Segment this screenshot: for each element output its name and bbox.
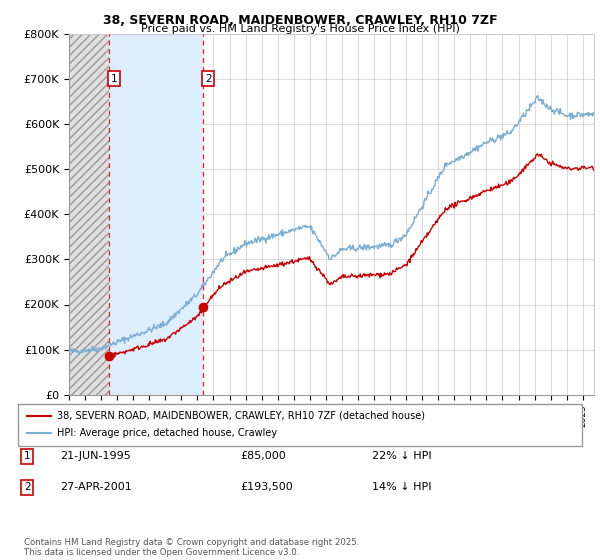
Text: HPI: Average price, detached house, Crawley: HPI: Average price, detached house, Craw… [57, 428, 277, 438]
Text: £193,500: £193,500 [240, 482, 293, 492]
Text: 1: 1 [24, 451, 31, 461]
Text: 22% ↓ HPI: 22% ↓ HPI [372, 451, 431, 461]
Text: 1: 1 [111, 74, 118, 84]
Text: 38, SEVERN ROAD, MAIDENBOWER, CRAWLEY, RH10 7ZF (detached house): 38, SEVERN ROAD, MAIDENBOWER, CRAWLEY, R… [57, 410, 425, 421]
Text: 2: 2 [24, 482, 31, 492]
Text: 2: 2 [205, 74, 212, 84]
Text: £85,000: £85,000 [240, 451, 286, 461]
Text: 14% ↓ HPI: 14% ↓ HPI [372, 482, 431, 492]
Text: 27-APR-2001: 27-APR-2001 [60, 482, 132, 492]
Text: Contains HM Land Registry data © Crown copyright and database right 2025.
This d: Contains HM Land Registry data © Crown c… [24, 538, 359, 557]
Bar [109, 34, 203, 395]
Text: 21-JUN-1995: 21-JUN-1995 [60, 451, 131, 461]
Bar [69, 34, 109, 395]
Text: Price paid vs. HM Land Registry's House Price Index (HPI): Price paid vs. HM Land Registry's House … [140, 24, 460, 34]
Text: 38, SEVERN ROAD, MAIDENBOWER, CRAWLEY, RH10 7ZF: 38, SEVERN ROAD, MAIDENBOWER, CRAWLEY, R… [103, 14, 497, 27]
